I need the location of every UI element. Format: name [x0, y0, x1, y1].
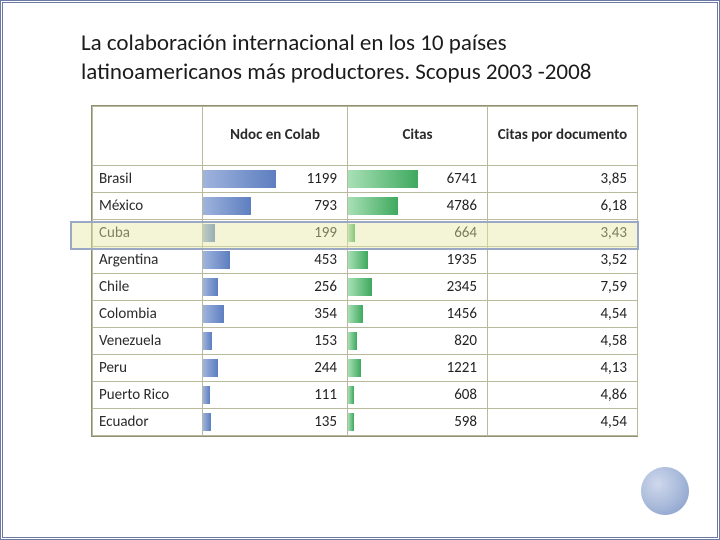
- country-cell: Cuba: [93, 219, 203, 246]
- cell-value: 111: [314, 386, 337, 404]
- cell-value: 7,59: [600, 278, 627, 296]
- cell-value: 664: [454, 224, 477, 242]
- cell-value: 256: [314, 278, 337, 296]
- cpd-cell: 4,13: [488, 354, 638, 381]
- cell-value: 1456: [447, 305, 477, 323]
- decorative-circle-icon: [641, 467, 689, 515]
- ndoc-cell: 199: [203, 219, 348, 246]
- table-row: Peru 244 1221 4,13: [93, 354, 638, 381]
- cell-value: 793: [314, 197, 337, 215]
- table-row: Venezuela 153 820 4,58: [93, 327, 638, 354]
- citas-cell: 1935: [348, 246, 488, 273]
- header-citas: Citas: [348, 106, 488, 165]
- cell-value: 153: [314, 332, 337, 350]
- citas-cell: 2345: [348, 273, 488, 300]
- citas-cell: 820: [348, 327, 488, 354]
- country-cell: Venezuela: [93, 327, 203, 354]
- ndoc-cell: 354: [203, 300, 348, 327]
- cell-value: 4,13: [600, 359, 627, 377]
- country-cell: Puerto Rico: [93, 381, 203, 408]
- cell-value: 3,43: [600, 224, 627, 242]
- table-row: México 793 4786 6,18: [93, 192, 638, 219]
- ndoc-cell: 256: [203, 273, 348, 300]
- citas-cell: 4786: [348, 192, 488, 219]
- citas-cell: 6741: [348, 165, 488, 192]
- header-country: [93, 106, 203, 165]
- country-cell: Peru: [93, 354, 203, 381]
- cell-value: 6,18: [600, 197, 627, 215]
- citas-cell: 1456: [348, 300, 488, 327]
- table-row: Argentina 453 1935 3,52: [93, 246, 638, 273]
- cpd-cell: 4,54: [488, 300, 638, 327]
- country-cell: Colombia: [93, 300, 203, 327]
- cell-value: 135: [314, 413, 337, 431]
- header-ndoc: Ndoc en Colab: [203, 106, 348, 165]
- cpd-cell: 4,86: [488, 381, 638, 408]
- slide-frame: La colaboración internacional en los 10 …: [0, 0, 720, 540]
- cell-value: 1199: [307, 170, 337, 188]
- citas-cell: 664: [348, 219, 488, 246]
- cpd-cell: 7,59: [488, 273, 638, 300]
- ndoc-cell: 153: [203, 327, 348, 354]
- cell-value: 1935: [447, 251, 477, 269]
- cell-value: 4,54: [600, 413, 627, 431]
- header-row: Ndoc en Colab Citas Citas por documento: [93, 106, 638, 165]
- table-row: Ecuador 135 598 4,54: [93, 408, 638, 435]
- ndoc-cell: 135: [203, 408, 348, 435]
- cell-value: 2345: [447, 278, 477, 296]
- cpd-cell: 3,85: [488, 165, 638, 192]
- data-table-container: Ndoc en Colab Citas Citas por documento …: [91, 105, 638, 437]
- cell-value: 4,54: [600, 305, 627, 323]
- cpd-cell: 3,52: [488, 246, 638, 273]
- cell-value: 598: [454, 413, 477, 431]
- data-table: Ndoc en Colab Citas Citas por documento …: [92, 106, 638, 436]
- country-cell: Brasil: [93, 165, 203, 192]
- cell-value: 608: [454, 386, 477, 404]
- cell-value: 244: [314, 359, 337, 377]
- country-cell: Ecuador: [93, 408, 203, 435]
- cell-value: 820: [454, 332, 477, 350]
- citas-cell: 598: [348, 408, 488, 435]
- table-row: Puerto Rico 111 608 4,86: [93, 381, 638, 408]
- cell-value: 4,86: [600, 386, 627, 404]
- cpd-cell: 6,18: [488, 192, 638, 219]
- ndoc-cell: 793: [203, 192, 348, 219]
- cell-value: 4,58: [600, 332, 627, 350]
- cell-value: 453: [314, 251, 337, 269]
- table-row: Colombia 354 1456 4,54: [93, 300, 638, 327]
- table-row: Chile 256 2345 7,59: [93, 273, 638, 300]
- citas-cell: 608: [348, 381, 488, 408]
- header-cpd: Citas por documento: [488, 106, 638, 165]
- cell-value: 4786: [447, 197, 477, 215]
- cell-value: 354: [314, 305, 337, 323]
- ndoc-cell: 244: [203, 354, 348, 381]
- ndoc-cell: 111: [203, 381, 348, 408]
- country-cell: Chile: [93, 273, 203, 300]
- ndoc-cell: 1199: [203, 165, 348, 192]
- cpd-cell: 4,58: [488, 327, 638, 354]
- table-row: Brasil 1199 6741 3,85: [93, 165, 638, 192]
- cell-value: 1221: [447, 359, 477, 377]
- cell-value: 6741: [447, 170, 477, 188]
- country-cell: México: [93, 192, 203, 219]
- cpd-cell: 3,43: [488, 219, 638, 246]
- table-body: Brasil 1199 6741 3,85 México 793 4786 6,…: [93, 165, 638, 435]
- cpd-cell: 4,54: [488, 408, 638, 435]
- cell-value: 3,85: [600, 170, 627, 188]
- table-row: Cuba 199 664 3,43: [93, 219, 638, 246]
- cell-value: 3,52: [600, 251, 627, 269]
- country-cell: Argentina: [93, 246, 203, 273]
- cell-value: 199: [314, 224, 337, 242]
- slide-title: La colaboración internacional en los 10 …: [81, 29, 641, 87]
- citas-cell: 1221: [348, 354, 488, 381]
- ndoc-cell: 453: [203, 246, 348, 273]
